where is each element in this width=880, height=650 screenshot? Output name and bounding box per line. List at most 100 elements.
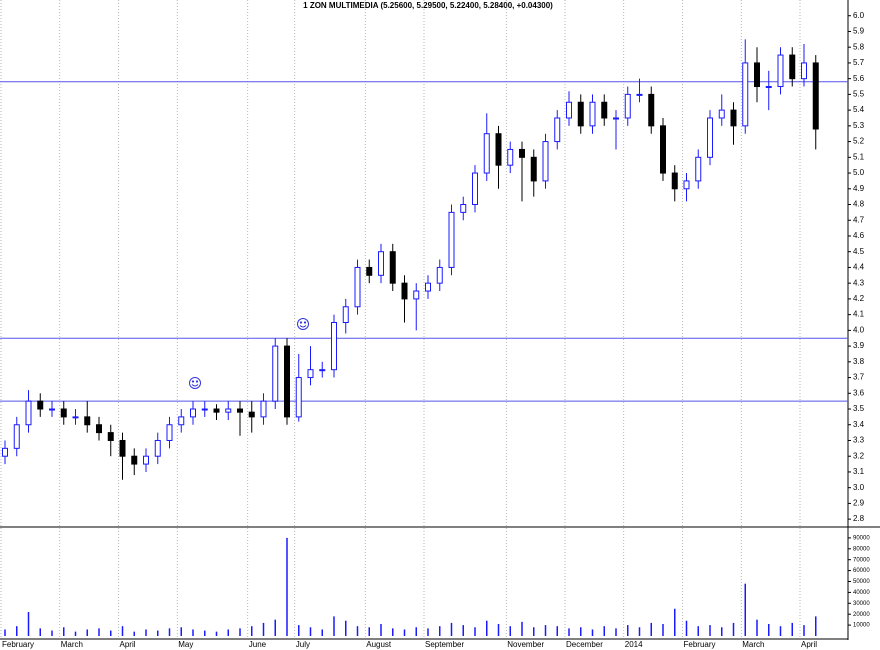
y-tick-label: 2.9 [853,499,865,508]
volume-bar [251,626,253,636]
x-tick-label: April [120,640,136,649]
candle-body [213,408,220,413]
volume-bar [180,627,182,636]
y-tick-label: 2.8 [853,514,865,523]
y-tick-label: 80000 [853,546,870,552]
candle-body [284,345,290,418]
volume-bar [427,628,429,636]
volume-bar [497,624,500,636]
y-tick-label: 3.5 [853,404,865,413]
volume-bar [603,626,605,636]
volume-bar [462,625,464,636]
candle-body [495,133,502,166]
y-tick-label: 70000 [853,557,870,563]
y-tick-label: 90000 [853,535,870,541]
y-tick-label: 5.2 [853,137,865,146]
y-tick-label: 5.3 [853,121,865,130]
volume-bar [380,624,382,636]
candle-body [201,408,208,411]
candle-body [354,266,361,308]
candle-body [378,251,384,276]
volume-bar [768,624,770,636]
y-tick-label: 30000 [853,601,870,607]
candle-body [648,93,655,127]
candle-body [260,400,267,418]
volume-bar [133,631,135,636]
volume-bar [568,628,570,636]
y-tick-label: 6.0 [853,11,865,20]
candle-body [742,62,749,127]
volume-bar [638,627,641,636]
volume-bar [615,628,617,636]
volume-bar [27,612,30,636]
candle-body [413,290,420,300]
x-tick-label: 2014 [625,640,643,649]
y-tick-label: 60000 [853,568,870,574]
volume-bar [509,626,511,636]
x-tick-label: June [249,640,267,649]
volume-bar [356,626,359,636]
candle-body [472,172,478,206]
candle-body [248,411,255,418]
x-tick-label: February [684,640,716,649]
volume-bar [286,537,288,636]
candle-body [2,447,8,457]
y-tick-label: 3.7 [853,373,865,382]
volume-bar [580,627,582,636]
candle-body [683,180,690,190]
y-tick-label: 5.7 [853,58,865,67]
volume-bar [415,627,417,636]
y-tick-label: 5.4 [853,105,865,114]
candle-body [718,109,725,119]
volume-bar [39,628,41,636]
volume-bar [815,616,817,636]
volume-bar [650,622,652,636]
volume-bar [732,622,735,636]
volume-bar [756,619,758,636]
volume-bar [321,629,323,636]
y-tick-label: 4.8 [853,200,865,209]
volume-bar [51,630,53,636]
candle-body [812,62,819,130]
volume-bar [439,626,441,636]
candle-body [530,156,537,182]
x-tick-label: March [61,640,83,649]
candle-body [754,62,760,88]
smiley [297,318,309,330]
candle-body [389,251,396,284]
candle-body [601,101,608,119]
volume-bar [709,625,711,636]
volume-bar [791,622,793,636]
volume-bar [204,630,206,636]
candle-body [671,172,678,190]
y-tick-label: 3.2 [853,451,865,460]
x-tick-label: September [425,640,464,649]
volume-bar [591,629,594,636]
candle-body [96,424,102,434]
volume-bar [74,631,77,636]
y-tick-label: 5.0 [853,168,865,177]
candle-body [589,101,596,127]
volume-bar [157,630,159,636]
x-tick-label: April [801,640,817,649]
candle-body [178,416,185,426]
volume-bar [685,620,688,636]
candle-body [13,424,20,449]
candle-body [566,101,572,119]
volume-bar [674,608,676,636]
x-tick-label: November [507,640,544,649]
candle-body [436,266,443,284]
candle-body [225,408,232,413]
candle-body [154,439,161,457]
candle-body [460,204,467,213]
volume-bar [392,628,394,636]
candle-body [695,156,702,182]
y-tick-label: 4.2 [853,294,865,303]
volume-bar [192,629,194,636]
y-tick-label: 3.0 [853,483,865,492]
volume-bar [345,620,347,636]
y-tick-label: 5.6 [853,74,865,83]
volume-bar [168,628,171,636]
volume-bar [533,627,535,636]
